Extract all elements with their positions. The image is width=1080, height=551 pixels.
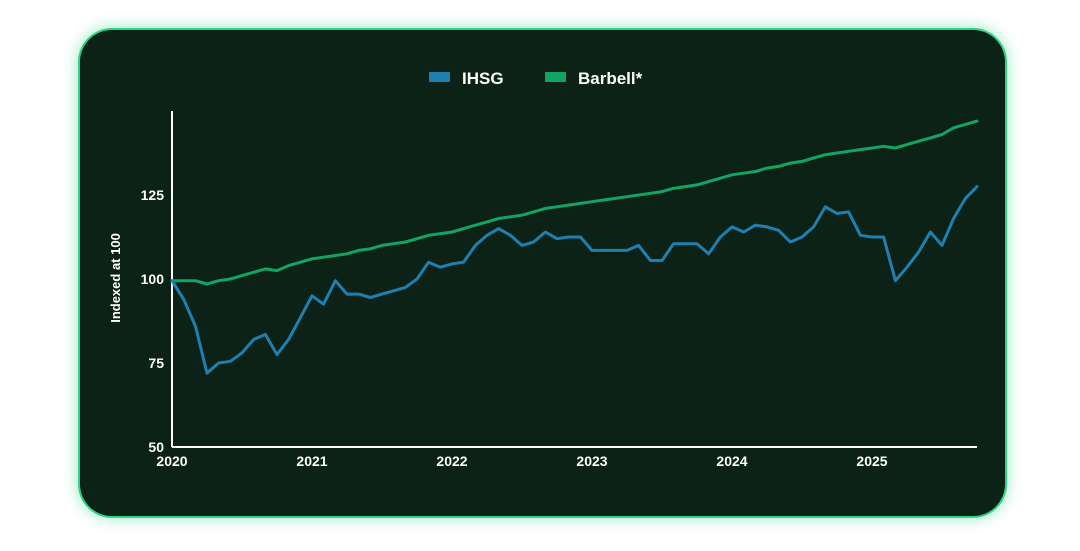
series-line-barbell: [170, 119, 979, 286]
y-tick-label: 125: [141, 187, 165, 203]
x-tick-label: 2021: [296, 453, 327, 469]
legend-label-ihsg: IHSG: [462, 69, 504, 88]
x-tick-label: 2022: [436, 453, 467, 469]
y-tick-label: 100: [141, 271, 165, 287]
x-tick-label: 2024: [716, 453, 747, 469]
x-tick-label: 2025: [856, 453, 887, 469]
legend-swatch-ihsg: [429, 72, 450, 82]
plot-area: 50 75 100 125 2020 2021 2022 2023 2024 2025: [141, 111, 979, 469]
x-tick-label: 2020: [156, 453, 187, 469]
y-tick-label: 75: [148, 355, 164, 371]
line-chart: IHSG Barbell* Indexed at 100 50 75 100 125 2…: [108, 69, 979, 469]
legend-label-barbell: Barbell*: [578, 69, 643, 88]
legend-swatch-barbell: [545, 72, 566, 82]
x-tick-label: 2023: [576, 453, 607, 469]
y-axis-title: Indexed at 100: [108, 233, 123, 323]
y-tick-label: 50: [148, 439, 164, 455]
legend: IHSG Barbell*: [429, 69, 643, 88]
series-line-ihsg: [170, 185, 979, 375]
chart-card: IHSG Barbell* Indexed at 100 50 75 100 125 2…: [80, 30, 1005, 516]
